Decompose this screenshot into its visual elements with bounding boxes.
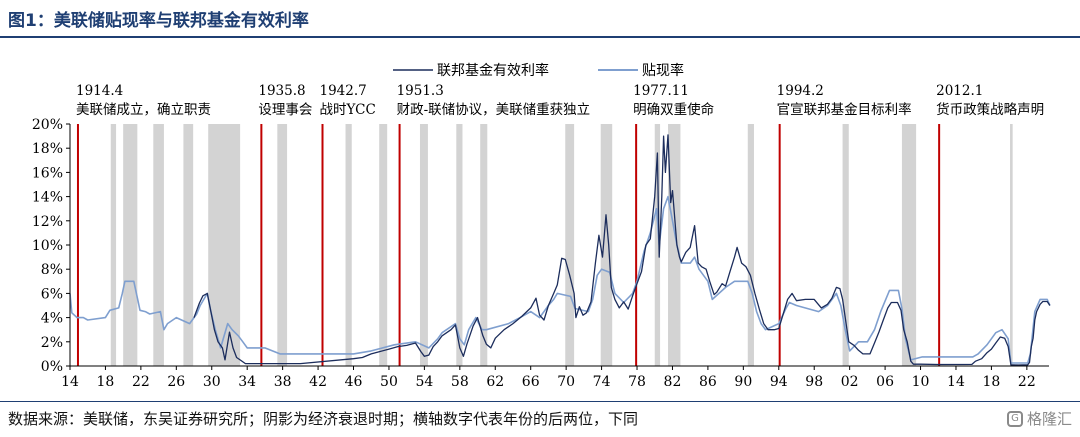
y-tick-label-3: 6% xyxy=(41,286,63,302)
recession-band-6 xyxy=(345,124,352,366)
recession-band-0 xyxy=(110,124,117,366)
chart-title: 图1：美联储贴现率与联邦基金有效利率 xyxy=(8,11,309,31)
watermark: G 格隆汇 xyxy=(1006,408,1072,429)
x-tick-label-2: 22 xyxy=(132,374,150,390)
series-line-0 xyxy=(193,134,1051,366)
x-tick-label-25: 14 xyxy=(947,374,965,390)
legend: 联邦基金有效利率 贴现率 xyxy=(393,62,684,79)
x-tick-label-3: 26 xyxy=(167,374,185,390)
recession-band-10 xyxy=(480,124,488,366)
source-rule xyxy=(0,401,1080,402)
recession-band-4 xyxy=(208,124,241,366)
x-tick-label-21: 98 xyxy=(805,374,823,390)
recession-band-2 xyxy=(153,124,164,366)
axes: 0% 2% 4% 6% 8% 10% 12% 14% 16% 18% 20% 14 18 22 26 30 34… xyxy=(32,117,1049,390)
event-label-6-1: 货币政策战略声明 xyxy=(936,101,1044,118)
recession-band-18 xyxy=(1010,124,1013,366)
event-label-4-0: 1977.11 xyxy=(633,83,689,99)
y-tick-label-2: 4% xyxy=(41,311,63,327)
event-label-3-0: 1951.3 xyxy=(397,83,444,99)
x-tick-label-9: 50 xyxy=(380,374,398,390)
event-lines xyxy=(76,124,941,366)
recession-band-3 xyxy=(183,124,194,366)
x-tick-label-15: 74 xyxy=(593,374,611,390)
title-rule xyxy=(0,36,1080,38)
event-label-1-1: 设理事会 xyxy=(258,102,312,118)
y-tick-label-9: 18% xyxy=(32,141,63,157)
x-tick-label-12: 62 xyxy=(486,374,504,390)
y-tick-label-4: 8% xyxy=(41,262,63,278)
recession-band-13 xyxy=(654,124,661,366)
rate-chart: 0% 2% 4% 6% 8% 10% 12% 14% 16% 18% 20% 14 18 22 26 30 34… xyxy=(32,62,1051,390)
event-label-5-1: 官宣联邦基金目标利率 xyxy=(777,101,912,118)
y-tick-label-10: 20% xyxy=(32,117,63,133)
series-lines xyxy=(69,134,1051,366)
event-label-1-0: 1935.8 xyxy=(258,83,305,99)
x-tick-label-17: 82 xyxy=(664,374,682,390)
y-tick-label-0: 0% xyxy=(41,359,63,375)
y-tick-label-7: 14% xyxy=(32,190,63,206)
y-tick-label-8: 16% xyxy=(32,165,63,181)
legend-label-0: 联邦基金有效利率 xyxy=(437,62,549,79)
x-tick-label-27: 22 xyxy=(1018,374,1036,390)
x-tick-label-5: 34 xyxy=(238,374,256,390)
event-label-4-1: 明确双重使命 xyxy=(633,101,714,118)
x-tick-label-19: 90 xyxy=(734,374,752,390)
recession-band-17 xyxy=(901,124,917,366)
source-note: 数据来源：美联储，东吴证券研究所；阴影为经济衰退时期；横轴数字代表年份的后两位，… xyxy=(8,410,639,428)
recession-band-1 xyxy=(123,124,138,366)
x-tick-label-26: 18 xyxy=(982,374,1000,390)
series-line-1 xyxy=(69,195,1051,364)
event-label-2-0: 1942.7 xyxy=(320,83,367,99)
recession-band-16 xyxy=(842,124,849,366)
x-tick-label-16: 78 xyxy=(628,374,646,390)
legend-label-1: 贴现率 xyxy=(642,62,684,79)
x-tick-label-7: 42 xyxy=(309,374,327,390)
recession-band-7 xyxy=(379,124,388,366)
x-tick-label-14: 70 xyxy=(557,374,575,390)
x-tick-label-24: 10 xyxy=(912,374,930,390)
x-tick-label-6: 38 xyxy=(274,374,292,390)
y-tick-label-1: 2% xyxy=(41,335,63,351)
event-label-0-1: 美联储成立，确立职责 xyxy=(76,102,211,118)
recession-band-14 xyxy=(668,124,681,366)
event-label-0-0: 1914.4 xyxy=(76,83,123,99)
x-tick-label-11: 58 xyxy=(451,374,469,390)
event-label-3-1: 财政-联储协议，美联储重获独立 xyxy=(397,102,591,118)
recession-band-5 xyxy=(277,124,288,366)
y-tick-label-6: 12% xyxy=(32,214,63,230)
watermark-text: 格隆汇 xyxy=(1026,410,1072,428)
x-tick-label-22: 02 xyxy=(841,374,859,390)
recession-band-12 xyxy=(600,124,613,366)
recession-band-11 xyxy=(565,124,575,366)
y-tick-label-5: 10% xyxy=(32,238,63,254)
recession-band-15 xyxy=(747,124,754,366)
event-labels: 1914.4 美联储成立，确立职责 1935.8 设理事会 1942.7 战时YCC 195… xyxy=(76,83,1044,118)
event-label-5-0: 1994.2 xyxy=(777,83,824,99)
x-tick-label-13: 66 xyxy=(522,374,540,390)
x-tick-label-0: 14 xyxy=(61,374,79,390)
x-tick-label-10: 54 xyxy=(415,374,433,390)
recession-band-8 xyxy=(419,124,428,366)
recession-band-9 xyxy=(456,124,463,366)
x-tick-label-4: 30 xyxy=(203,374,221,390)
x-tick-label-23: 06 xyxy=(876,374,894,390)
watermark-logo-icon: G xyxy=(1006,410,1023,427)
event-label-6-0: 2012.1 xyxy=(936,83,983,99)
x-tick-label-18: 86 xyxy=(699,374,717,390)
x-tick-label-20: 94 xyxy=(770,374,788,390)
x-tick-label-8: 46 xyxy=(345,374,363,390)
x-tick-label-1: 18 xyxy=(97,374,115,390)
event-label-2-1: 战时YCC xyxy=(320,102,376,118)
recession-shading xyxy=(110,124,1013,366)
